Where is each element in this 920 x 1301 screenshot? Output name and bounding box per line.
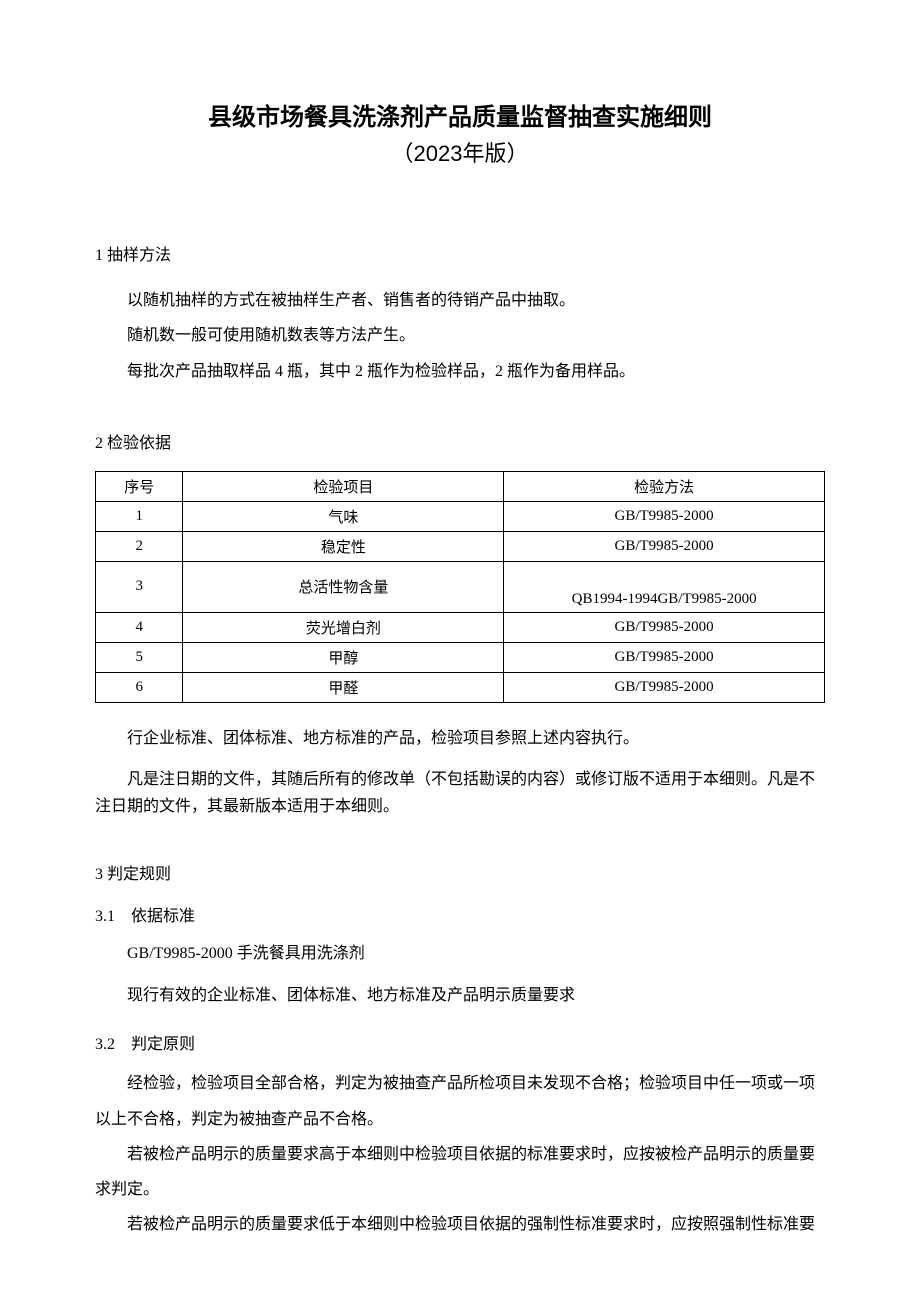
- section-1-heading: 1 抽样方法: [95, 241, 825, 265]
- table-row: 3 总活性物含量 QB1994-1994GB/T9985-2000: [96, 561, 825, 612]
- section-1-p3: 每批次产品抽取样品 4 瓶，其中 2 瓶作为检验样品，2 瓶作为备用样品。: [95, 354, 825, 389]
- cell-seq: 2: [96, 531, 183, 561]
- section-1-p2: 随机数一般可使用随机数表等方法产生。: [95, 318, 825, 353]
- title-block: 县级市场餐具洗涤剂产品质量监督抽查实施细则 （2023年版）: [95, 100, 825, 171]
- cell-method: QB1994-1994GB/T9985-2000: [504, 561, 825, 612]
- section-3-1-heading: 3.1 依据标准: [95, 902, 825, 926]
- cell-item: 总活性物含量: [183, 561, 504, 612]
- section-3-heading: 3 判定规则: [95, 860, 825, 884]
- section-2-p1: 行企业标准、团体标准、地方标准的产品，检验项目参照上述内容执行。: [95, 721, 825, 756]
- col-header-seq: 序号: [96, 471, 183, 501]
- cell-item: 甲醛: [183, 672, 504, 702]
- section-3-2-heading: 3.2 判定原则: [95, 1030, 825, 1054]
- cell-method: GB/T9985-2000: [504, 612, 825, 642]
- table-row: 4 荧光增白剂 GB/T9985-2000: [96, 612, 825, 642]
- cell-method: GB/T9985-2000: [504, 531, 825, 561]
- col-header-item: 检验项目: [183, 471, 504, 501]
- cell-method: GB/T9985-2000: [504, 501, 825, 531]
- section-1-p1: 以随机抽样的方式在被抽样生产者、销售者的待销产品中抽取。: [95, 283, 825, 318]
- cell-item: 荧光增白剂: [183, 612, 504, 642]
- section-2-p2: 凡是注日期的文件，其随后所有的修改单（不包括勘误的内容）或修订版不适用于本细则。…: [95, 766, 825, 820]
- cell-seq: 4: [96, 612, 183, 642]
- cell-item: 稳定性: [183, 531, 504, 561]
- table-header-row: 序号 检验项目 检验方法: [96, 471, 825, 501]
- table-row: 5 甲醇 GB/T9985-2000: [96, 642, 825, 672]
- cell-seq: 1: [96, 501, 183, 531]
- main-title: 县级市场餐具洗涤剂产品质量监督抽查实施细则: [95, 100, 825, 136]
- cell-seq: 3: [96, 561, 183, 612]
- cell-method-text: QB1994-1994GB/T9985-2000: [510, 566, 818, 608]
- cell-item: 甲醇: [183, 642, 504, 672]
- section-3-1-p1: GB/T9985-2000 手洗餐具用洗涤剂: [95, 938, 825, 970]
- cell-seq: 5: [96, 642, 183, 672]
- subtitle: （2023年版）: [95, 136, 825, 171]
- col-header-method: 检验方法: [504, 471, 825, 501]
- cell-seq: 6: [96, 672, 183, 702]
- section-3-2-p2: 若被检产品明示的质量要求高于本细则中检验项目依据的标准要求时，应按被检产品明示的…: [95, 1137, 825, 1207]
- cell-item: 气味: [183, 501, 504, 531]
- table-row: 2 稳定性 GB/T9985-2000: [96, 531, 825, 561]
- section-2-heading: 2 检验依据: [95, 429, 825, 453]
- table-row: 6 甲醛 GB/T9985-2000: [96, 672, 825, 702]
- cell-method: GB/T9985-2000: [504, 642, 825, 672]
- inspection-table: 序号 检验项目 检验方法 1 气味 GB/T9985-2000 2 稳定性 GB…: [95, 471, 825, 703]
- section-3-1-p2: 现行有效的企业标准、团体标准、地方标准及产品明示质量要求: [95, 980, 825, 1012]
- section-3-2-p1: 经检验，检验项目全部合格，判定为被抽查产品所检项目未发现不合格；检验项目中任一项…: [95, 1066, 825, 1136]
- cell-method: GB/T9985-2000: [504, 672, 825, 702]
- table-row: 1 气味 GB/T9985-2000: [96, 501, 825, 531]
- section-3-2-p3: 若被检产品明示的质量要求低于本细则中检验项目依据的强制性标准要求时，应按照强制性…: [95, 1207, 825, 1242]
